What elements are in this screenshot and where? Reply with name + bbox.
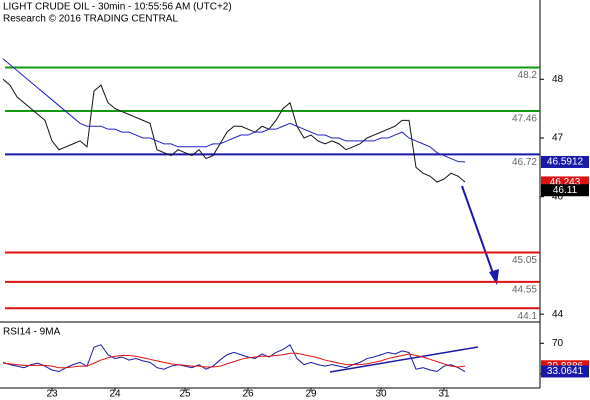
- y-tick-label: 48: [552, 74, 564, 85]
- level-label: 45.05: [512, 255, 537, 266]
- price-tag-label: 46.243: [550, 177, 581, 188]
- price-tag: [541, 155, 589, 168]
- series-line: [2, 352, 466, 369]
- price-tag: [541, 184, 589, 197]
- y-tick-label: 47: [552, 133, 564, 144]
- x-tick-label: 23: [46, 389, 58, 400]
- level-label: 46.72: [512, 157, 537, 168]
- x-tick-label: 30: [375, 389, 387, 400]
- level-label: 47.46: [512, 114, 537, 125]
- level-label: 44.55: [512, 284, 537, 295]
- price-tag-label: 46.11: [553, 185, 578, 196]
- x-tick-label: 24: [109, 389, 121, 400]
- x-tick-label: 25: [179, 389, 191, 400]
- y-tick-label: 46: [552, 191, 564, 202]
- y-tick-label: 70: [552, 338, 564, 349]
- series-line: [2, 58, 466, 163]
- series-line: [2, 78, 466, 183]
- x-tick-label: 29: [305, 389, 317, 400]
- chart-title: LIGHT CRUDE OIL - 30min - 10:55:56 AM (U…: [3, 2, 232, 13]
- panel-title: RSI14 - 9MA: [3, 327, 61, 338]
- series-line: [2, 344, 466, 373]
- price-tag-label: 46.5912: [547, 157, 584, 168]
- level-label: 44.1: [518, 311, 538, 322]
- chart-subtitle: Research © 2016 TRADING CENTRAL: [3, 14, 178, 25]
- price-tag-label: 33.0641: [547, 366, 584, 377]
- trend-line: [329, 346, 479, 373]
- y-tick-label: 44: [552, 309, 564, 320]
- level-label: 48.2: [518, 70, 538, 81]
- x-tick-label: 26: [242, 389, 254, 400]
- price-tag: [541, 365, 589, 378]
- forecast-arrow: [461, 185, 495, 277]
- x-tick-label: 31: [438, 389, 450, 400]
